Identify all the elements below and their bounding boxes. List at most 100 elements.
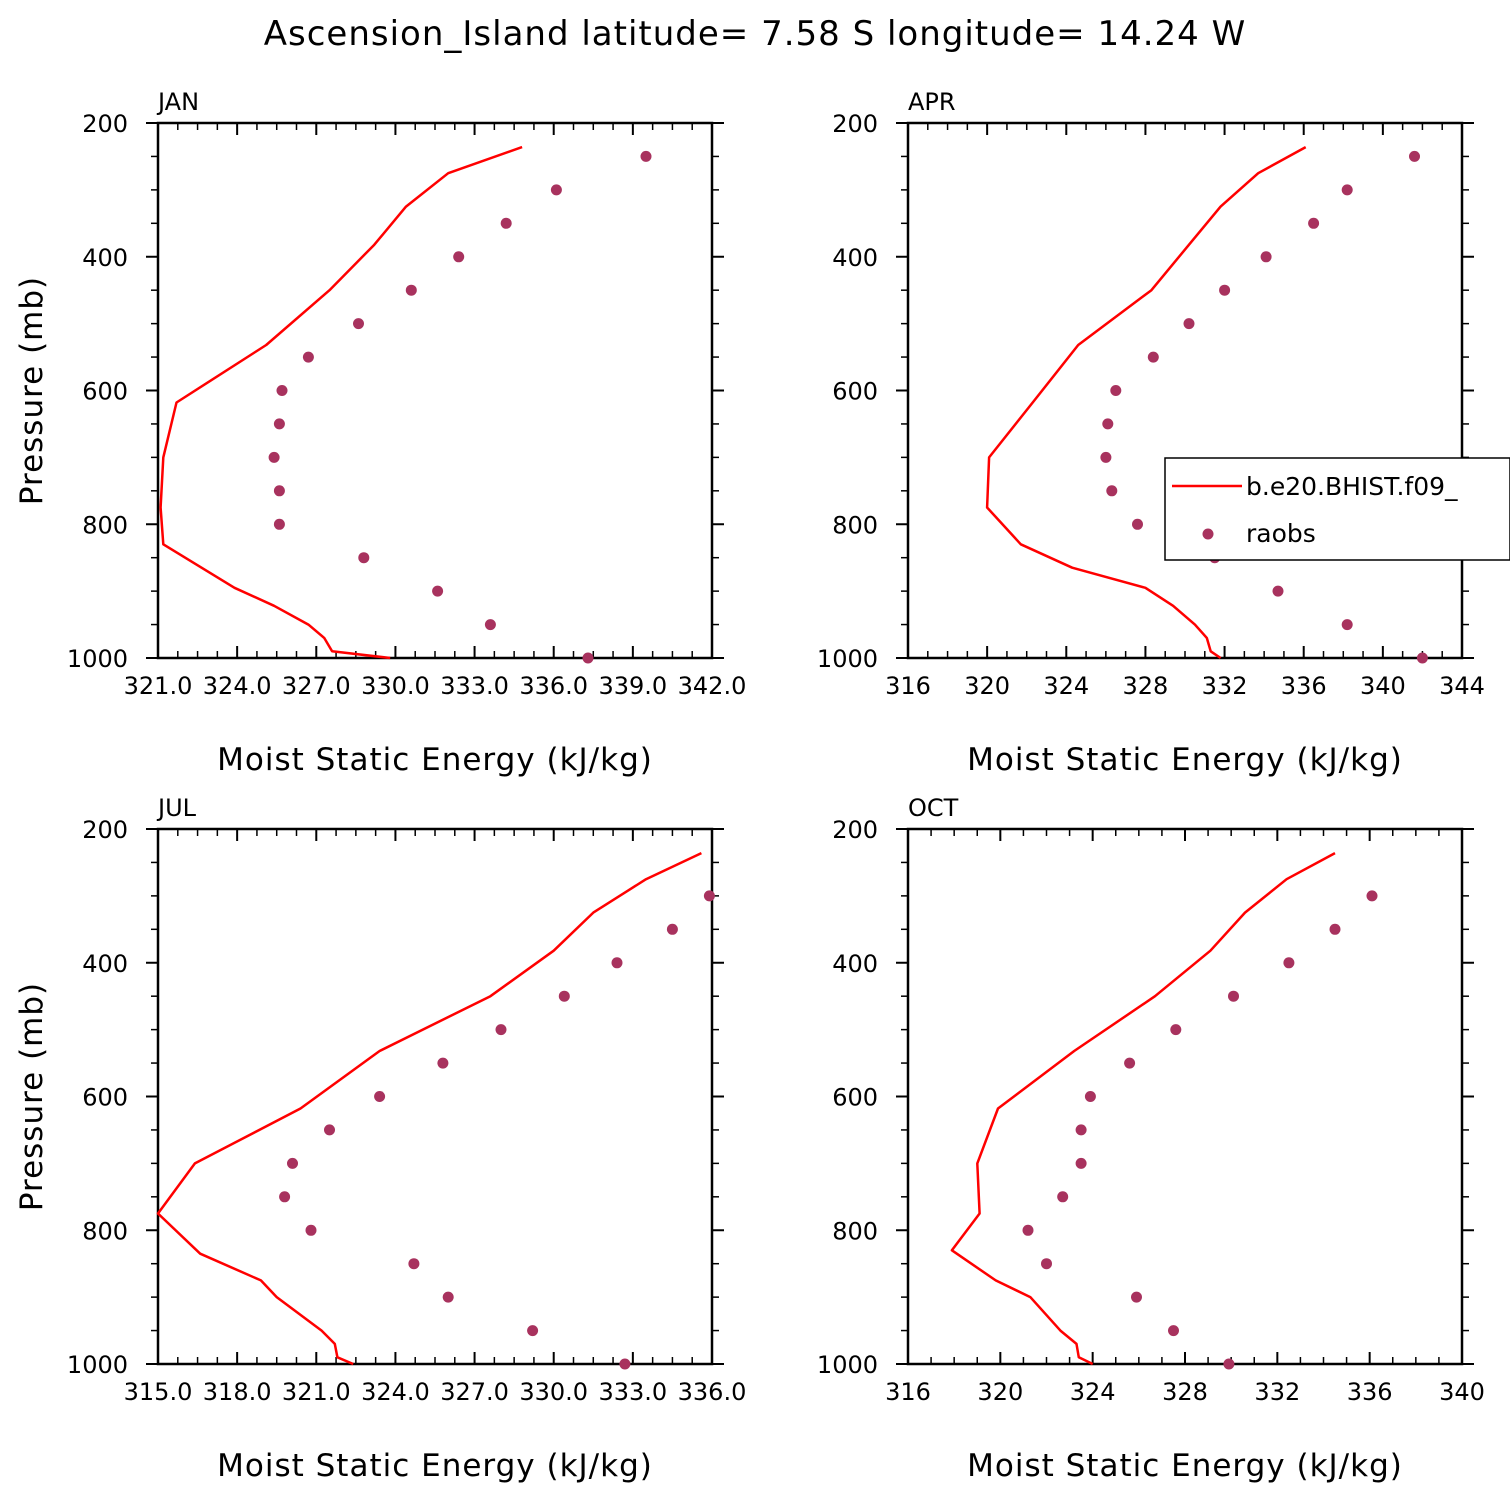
model-profile-line <box>950 851 1336 1366</box>
x-tick-label: 342.0 <box>678 672 747 700</box>
x-tick-label: 330.0 <box>519 1378 588 1406</box>
y-tick-label: 1000 <box>817 1351 878 1379</box>
legend-marker-swatch <box>1202 528 1214 540</box>
raobs-point <box>279 1191 291 1203</box>
panel-jan: 321.0 324.0 327.0 330.0 333.0 336.0 339.0 342.0… <box>14 88 746 778</box>
model-profile-line <box>159 145 523 660</box>
raobs-point <box>273 485 285 497</box>
panel-oct: 316 320 324 328 332 336 340 200 400 600 800 1000 OCT… <box>817 794 1485 1484</box>
y-tick-label: 800 <box>832 1217 878 1245</box>
x-tick-label: 315.0 <box>124 1378 193 1406</box>
raobs-point <box>1075 1124 1087 1136</box>
raobs-point <box>1228 990 1239 1002</box>
x-tick-label: 327.0 <box>440 1378 509 1406</box>
panel-label: OCT <box>908 794 959 822</box>
x-axis-title: Moist Static Energy (kJ/kg) <box>967 1448 1403 1484</box>
y-tick-label: 800 <box>832 511 878 539</box>
x-axis-title: Moist Static Energy (kJ/kg) <box>967 742 1403 778</box>
raobs-point <box>405 284 417 296</box>
x-tick-label: 324.0 <box>361 1378 430 1406</box>
x-tick-label: 324 <box>1070 1378 1116 1406</box>
raobs-point <box>374 1091 386 1102</box>
plot-frame <box>906 827 1464 1366</box>
y-tick-label: 800 <box>82 1217 128 1245</box>
y-tick-label: 1000 <box>817 645 878 673</box>
x-tick-label: 332 <box>1202 672 1248 700</box>
raobs-point <box>276 385 288 396</box>
raobs-point <box>1183 318 1195 330</box>
y-tick-label: 200 <box>832 816 878 844</box>
raobs-point <box>495 1024 507 1036</box>
raobs-point <box>1131 1291 1142 1303</box>
y-tick-label: 600 <box>82 1084 128 1112</box>
y-tick-label: 600 <box>832 378 878 406</box>
x-tick-label: 320 <box>977 1378 1023 1406</box>
raobs-point <box>558 990 570 1002</box>
raobs-point <box>1283 957 1295 969</box>
y-tick-label: 400 <box>82 244 128 272</box>
raobs-point <box>1022 1224 1034 1236</box>
x-axis-title: Moist Static Energy (kJ/kg) <box>217 1448 653 1484</box>
raobs-point <box>1124 1057 1136 1069</box>
raobs-point <box>1102 418 1114 430</box>
raobs-point <box>1147 351 1159 363</box>
x-tick-label: 339.0 <box>598 672 667 700</box>
x-tick-label: 321.0 <box>282 1378 351 1406</box>
x-axis-title: Moist Static Energy (kJ/kg) <box>217 742 653 778</box>
raobs-point <box>1132 518 1143 530</box>
x-tick-label: 316 <box>885 672 931 700</box>
raobs-point <box>273 518 285 530</box>
raobs-point <box>302 351 314 363</box>
raobs-point <box>268 451 280 463</box>
panel-label: JUL <box>156 794 197 822</box>
panels: 321.0 324.0 327.0 330.0 333.0 336.0 339.0 342.0… <box>14 88 1485 1484</box>
x-tick-label: 318.0 <box>203 1378 272 1406</box>
raobs-point <box>703 890 715 902</box>
raobs-point <box>1416 652 1428 664</box>
raobs-point <box>324 1124 335 1136</box>
raobs-point <box>1341 184 1353 196</box>
x-tick-label: 324 <box>1043 672 1089 700</box>
y-tick-label: 400 <box>82 950 128 978</box>
raobs-point <box>1041 1258 1052 1270</box>
raobs-point <box>1409 150 1420 162</box>
y-tick-label: 200 <box>832 110 878 138</box>
raobs-point <box>1106 485 1118 497</box>
raobs-point <box>358 552 370 564</box>
x-tick-label: 340 <box>1360 672 1406 700</box>
y-axis-title: Pressure (mb) <box>14 276 50 505</box>
raobs-point <box>1170 1024 1182 1036</box>
raobs-point <box>640 150 652 162</box>
raobs-point <box>550 184 562 196</box>
raobs-point <box>1308 217 1320 229</box>
y-tick-label: 200 <box>82 110 128 138</box>
x-tick-label: 328 <box>1123 672 1169 700</box>
x-tick-label: 336 <box>1347 1378 1393 1406</box>
raobs-point <box>305 1224 317 1236</box>
x-tick-label: 327.0 <box>282 672 351 700</box>
panel-jul: 315.0 318.0 321.0 324.0 327.0 330.0 333.0 336.0… <box>14 794 746 1484</box>
y-tick-label: 400 <box>832 244 878 272</box>
y-tick-label: 400 <box>832 950 878 978</box>
raobs-point <box>484 619 496 631</box>
raobs-point <box>1366 890 1378 902</box>
raobs-point <box>287 1157 298 1169</box>
raobs-point <box>273 418 285 430</box>
y-tick-label: 200 <box>82 816 128 844</box>
model-profile-line <box>156 851 702 1366</box>
raobs-point <box>453 251 465 263</box>
model-profile-line <box>985 146 1307 660</box>
raobs-point <box>666 923 678 935</box>
raobs-point <box>500 217 512 229</box>
raobs-point <box>408 1258 420 1270</box>
y-tick-label: 600 <box>832 1084 878 1112</box>
legend-box <box>1164 457 1510 561</box>
x-tick-label: 328 <box>1162 1378 1208 1406</box>
x-tick-label: 336 <box>1281 672 1327 700</box>
raobs-point <box>1223 1358 1235 1370</box>
raobs-point <box>619 1358 631 1370</box>
y-axis-title: Pressure (mb) <box>14 982 50 1211</box>
raobs-point <box>1084 1091 1096 1102</box>
raobs-point <box>527 1325 539 1337</box>
figure-title: Ascension_Island latitude= 7.58 S longit… <box>264 14 1247 54</box>
